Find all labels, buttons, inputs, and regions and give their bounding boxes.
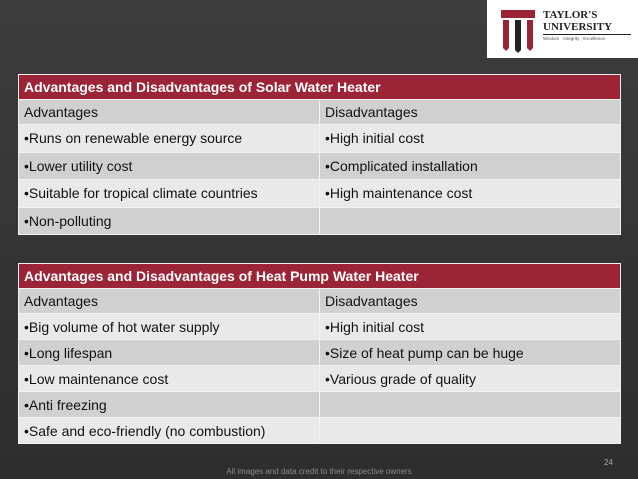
table-cell: •Various grade of quality [319, 365, 621, 392]
logo-motto: Wisdom · Integrity · Excellence [543, 36, 606, 41]
table-cell: •Lower utility cost [18, 151, 320, 180]
empty-cell [319, 391, 621, 418]
table-cell: •Complicated installation [319, 151, 621, 180]
table-cell: •High initial cost [319, 124, 621, 153]
table-cell: •Runs on renewable energy source [18, 124, 320, 153]
title-row: Advantages and Disadvantages of Solar Wa… [18, 74, 621, 100]
table-row: •Lower utility cost •Complicated installa… [18, 151, 621, 180]
logo-emblem [501, 10, 535, 53]
table-title: Advantages and Disadvantages of Solar Wa… [18, 74, 621, 100]
table-row: •Long lifespan •Size of heat pump can be … [18, 339, 621, 366]
table-cell: •Big volume of hot water supply [18, 313, 320, 340]
table-row: •Anti freezing [18, 391, 621, 418]
table-cell: •Suitable for tropical climate countries [18, 179, 320, 208]
table-row: •Suitable for tropical climate countries… [18, 179, 621, 208]
column-header: Disadvantages [319, 99, 621, 125]
column-header: Disadvantages [319, 288, 621, 314]
table-title: Advantages and Disadvantages of Heat Pum… [18, 263, 621, 289]
empty-cell [319, 417, 621, 444]
logo-rule [543, 34, 631, 35]
title-row: Advantages and Disadvantages of Heat Pum… [18, 263, 621, 289]
credit-note: All images and data credit to their resp… [226, 467, 412, 476]
logo: TAYLOR'S UNIVERSITY Wisdom · Integrity ·… [487, 0, 638, 58]
column-header: Advantages [18, 99, 320, 125]
table-cell: •Non-polluting [18, 206, 320, 235]
comparison-table: Advantages and Disadvantages of Solar Wa… [18, 74, 621, 235]
table-cell: •Low maintenance cost [18, 365, 320, 392]
column-header-row: Advantages Disadvantages [18, 99, 621, 125]
table-cell: •High initial cost [319, 313, 621, 340]
column-header: Advantages [18, 288, 320, 314]
comparison-table: Advantages and Disadvantages of Heat Pum… [18, 263, 621, 444]
table-cell: •High maintenance cost [319, 179, 621, 208]
page-number: 24 [604, 458, 613, 467]
table-cell: •Anti freezing [18, 391, 320, 418]
table-cell: •Size of heat pump can be huge [319, 339, 621, 366]
empty-cell [319, 206, 621, 235]
table-cell: •Safe and eco-friendly (no combustion) [18, 417, 320, 444]
table-cell: •Long lifespan [18, 339, 320, 366]
table-row: •Non-polluting [18, 206, 621, 235]
table-row: •Low maintenance cost •Various grade of q… [18, 365, 621, 392]
logo-name: TAYLOR'S UNIVERSITY [543, 9, 613, 33]
table-row: •Big volume of hot water supply •High ini… [18, 313, 621, 340]
column-header-row: Advantages Disadvantages [18, 288, 621, 314]
table-row: •Safe and eco-friendly (no combustion) [18, 417, 621, 444]
table-row: •Runs on renewable energy source •High in… [18, 124, 621, 153]
